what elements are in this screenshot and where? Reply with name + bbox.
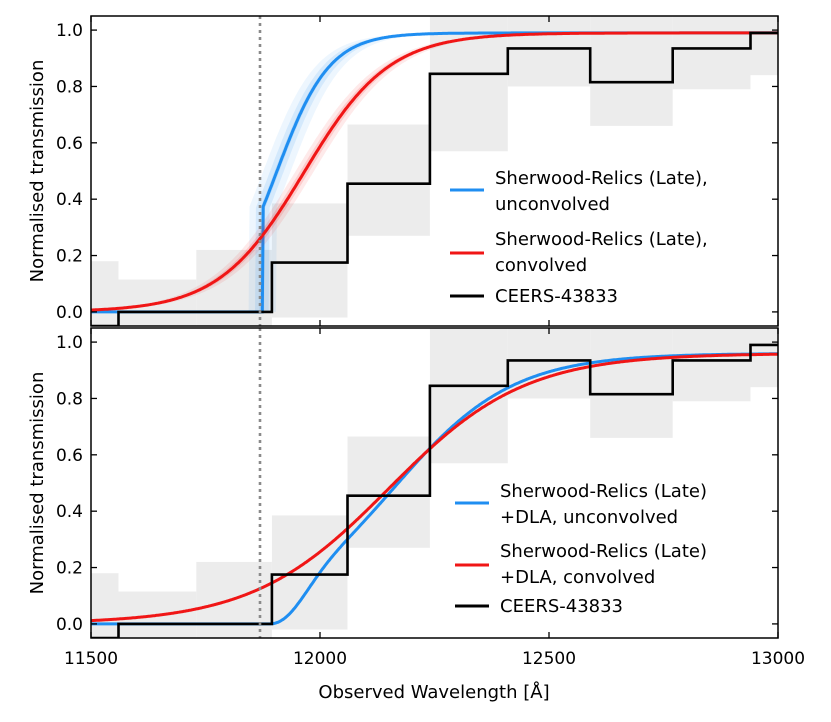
top-series-1-band-1 xyxy=(91,32,778,311)
top-legend: Sherwood-Relics (Late), unconvolved Sher… xyxy=(450,168,708,307)
xtick-label-2: 12500 xyxy=(522,649,576,669)
top-ytick-label-4: 0.8 xyxy=(56,77,83,97)
error-band-bin-9 xyxy=(750,16,778,76)
x-axis-label: Observed Wavelength [Å] xyxy=(318,681,549,703)
top-error-bands xyxy=(91,16,778,326)
error-band-bin-3 xyxy=(271,203,348,318)
bottom-ytick-label-0: 0.0 xyxy=(56,615,83,635)
bottom-error-bands xyxy=(91,328,778,638)
bottom-legend: Sherwood-Relics (Late) +DLA, unconvolved… xyxy=(455,481,707,617)
bottom-ytick-label-5: 1.0 xyxy=(56,333,83,353)
top-observed-step xyxy=(91,31,778,326)
top-ytick-label-0: 0.0 xyxy=(56,303,83,323)
top-series-1-band-2 xyxy=(91,32,778,311)
xtick-label-1: 12000 xyxy=(293,649,347,669)
top-y-ticks: 0.0 0.2 0.4 0.6 0.8 1.0 xyxy=(56,21,778,323)
top-observed-line xyxy=(91,31,778,326)
top-legend-label-observed: CEERS-43833 xyxy=(495,286,618,307)
bottom-legend-label-unconvolved-2: +DLA, unconvolved xyxy=(500,507,678,528)
bottom-x-ticks xyxy=(90,328,779,638)
top-x-ticks xyxy=(90,16,779,326)
top-frame xyxy=(90,15,779,327)
xtick-label-3: 13000 xyxy=(751,649,805,669)
error-band-bin-0 xyxy=(91,261,119,326)
top-ytick-label-1: 0.2 xyxy=(56,247,83,267)
error-band-bin-0 xyxy=(91,573,119,638)
error-band-bin-7 xyxy=(590,328,673,438)
error-band-bin-9 xyxy=(750,328,778,388)
top-y-axis-label: Normalised transmission xyxy=(27,60,48,283)
bottom-legend-label-observed: CEERS-43833 xyxy=(500,596,623,617)
error-band-bin-6 xyxy=(507,16,591,87)
error-band-bin-3 xyxy=(271,515,348,630)
error-band-bin-8 xyxy=(672,16,751,90)
bottom-y-ticks: 0.0 0.2 0.4 0.6 0.8 1.0 xyxy=(56,333,778,635)
top-legend-label-unconvolved-1: Sherwood-Relics (Late), xyxy=(495,168,708,189)
bottom-legend-label-convolved-1: Sherwood-Relics (Late) xyxy=(500,541,707,562)
bottom-ytick-label-4: 0.8 xyxy=(56,389,83,409)
bottom-y-axis-label: Normalised transmission xyxy=(27,372,48,595)
bottom-series-1-line xyxy=(91,352,778,623)
x-tick-labels: 11500 12000 12500 13000 xyxy=(64,649,805,669)
error-band-bin-8 xyxy=(672,328,751,402)
bottom-legend-label-unconvolved-1: Sherwood-Relics (Late) xyxy=(500,481,707,502)
bottom-panel: 0.0 0.2 0.4 0.6 0.8 1.0 Normalised transmissi… xyxy=(27,327,779,639)
xtick-label-0: 11500 xyxy=(64,649,118,669)
bottom-ytick-label-1: 0.2 xyxy=(56,559,83,579)
top-series-1-line xyxy=(91,31,778,312)
top-legend-label-unconvolved-2: unconvolved xyxy=(495,194,610,215)
error-band-bin-4 xyxy=(347,124,430,236)
bottom-observed-step xyxy=(91,343,778,638)
top-legend-label-convolved-2: convolved xyxy=(495,255,587,276)
bottom-legend-label-convolved-2: +DLA, convolved xyxy=(500,567,655,588)
top-legend-label-convolved-1: Sherwood-Relics (Late), xyxy=(495,229,708,250)
top-ytick-label-5: 1.0 xyxy=(56,21,83,41)
bottom-frame xyxy=(90,327,779,639)
bottom-observed-line xyxy=(91,343,778,638)
bottom-ytick-label-2: 0.4 xyxy=(56,502,83,522)
top-ytick-label-2: 0.4 xyxy=(56,190,83,210)
top-panel: 0.0 0.2 0.4 0.6 0.8 1.0 Normalised transmissi… xyxy=(27,15,779,327)
top-ytick-label-3: 0.6 xyxy=(56,134,83,154)
bottom-ytick-label-3: 0.6 xyxy=(56,446,83,466)
